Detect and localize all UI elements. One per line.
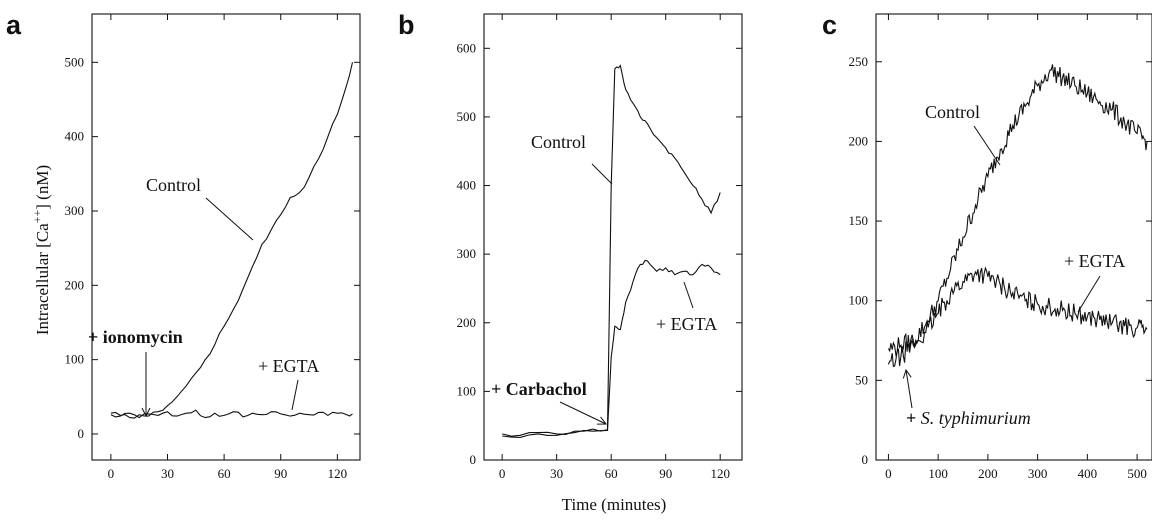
y-tick-label-c-0: 0 [862,452,869,467]
x-tick-label-c-4: 400 [1078,466,1098,481]
annotation-b-2: + Carbachol [491,379,587,399]
panel-b: 0 30 60 90 120 0 100 200 300 400 500 600 Control + EG… [457,13,743,481]
y-tick-label-a-1: 100 [65,352,85,367]
y-tick-label-b-1: 100 [457,383,477,398]
series-a-control [110,62,354,419]
x-tick-label-c-2: 200 [978,466,998,481]
y-tick-label-b-3: 300 [457,246,477,261]
series-b-egta [502,259,721,438]
annotation-a-0: Control [146,175,201,195]
y-tick-label-b-6: 600 [457,40,477,55]
leader-line-a-0 [205,197,254,241]
annotation-c-2: + S. typhimurium [906,408,1031,428]
y-tick-label-a-3: 300 [65,203,85,218]
y-tick-label-a-2: 200 [65,277,85,292]
arrowhead-a-2 [141,407,151,418]
plot-frame-c [875,13,1152,461]
annotation-b-0: Control [531,132,586,152]
panel-a: 0 30 60 90 120 0 100 200 300 400 500 Control + EGTA +… [65,13,361,481]
x-tick-label-a-1: 30 [161,466,174,481]
x-tick-label-b-2: 60 [605,466,618,481]
annotation-b-1: + EGTA [656,314,717,334]
annotation-c-1: + EGTA [1064,251,1125,271]
y-tick-label-a-4: 400 [65,129,85,144]
leader-line-a-1 [291,379,299,411]
y-axis-title: Intracellular [Ca++] (nM) [30,165,52,335]
arrowhead-c-2 [902,368,912,379]
x-axis-title: Time (minutes) [562,495,667,514]
x-tick-label-c-3: 300 [1028,466,1048,481]
x-tick-label-a-0: 0 [108,466,115,481]
annotation-a-2: + ionomycin [88,327,183,347]
y-tick-label-b-0: 0 [470,452,477,467]
plot-frame-b [483,13,743,461]
annotation-c-0: Control [925,102,980,122]
x-tick-label-a-3: 90 [274,466,287,481]
panel-c: 0 100 200 300 400 500 0 50 100 150 200 250 Control + … [849,13,1152,481]
y-tick-label-c-3: 150 [849,213,869,228]
leader-line-c-1 [1077,275,1101,313]
y-tick-label-b-5: 500 [457,109,477,124]
leader-line-c-0 [973,125,1001,166]
series-c-control [887,64,1148,357]
x-tick-label-a-4: 120 [328,466,348,481]
x-tick-label-b-1: 30 [550,466,563,481]
y-tick-label-b-4: 400 [457,178,477,193]
annotation-a-1: + EGTA [258,356,319,376]
series-c-egta [887,266,1148,368]
y-tick-label-b-2: 200 [457,315,477,330]
x-tick-label-c-1: 100 [928,466,948,481]
leader-line-b-1 [683,281,694,309]
y-tick-label-c-1: 50 [855,372,868,387]
y-tick-label-a-0: 0 [78,426,85,441]
x-tick-label-b-4: 120 [710,466,730,481]
x-tick-label-c-5: 500 [1127,466,1147,481]
y-tick-label-a-5: 500 [65,54,85,69]
leader-line-c-2 [905,369,913,409]
y-tick-label-c-2: 100 [849,293,869,308]
series-a-egta [110,409,353,419]
plot-frame-a [91,13,361,461]
x-tick-label-b-0: 0 [499,466,506,481]
x-tick-label-b-3: 90 [659,466,672,481]
x-tick-label-c-0: 0 [885,466,892,481]
leader-line-b-0 [591,163,613,185]
arrowhead-b-2 [597,416,608,425]
panel-letter-a: a [6,10,22,40]
leader-line-b-2 [559,401,607,425]
x-tick-label-a-2: 60 [218,466,231,481]
y-tick-label-c-4: 200 [849,133,869,148]
panel-letter-b: b [398,10,415,40]
y-tick-label-c-5: 250 [849,54,869,69]
panel-letter-c: c [822,10,837,40]
